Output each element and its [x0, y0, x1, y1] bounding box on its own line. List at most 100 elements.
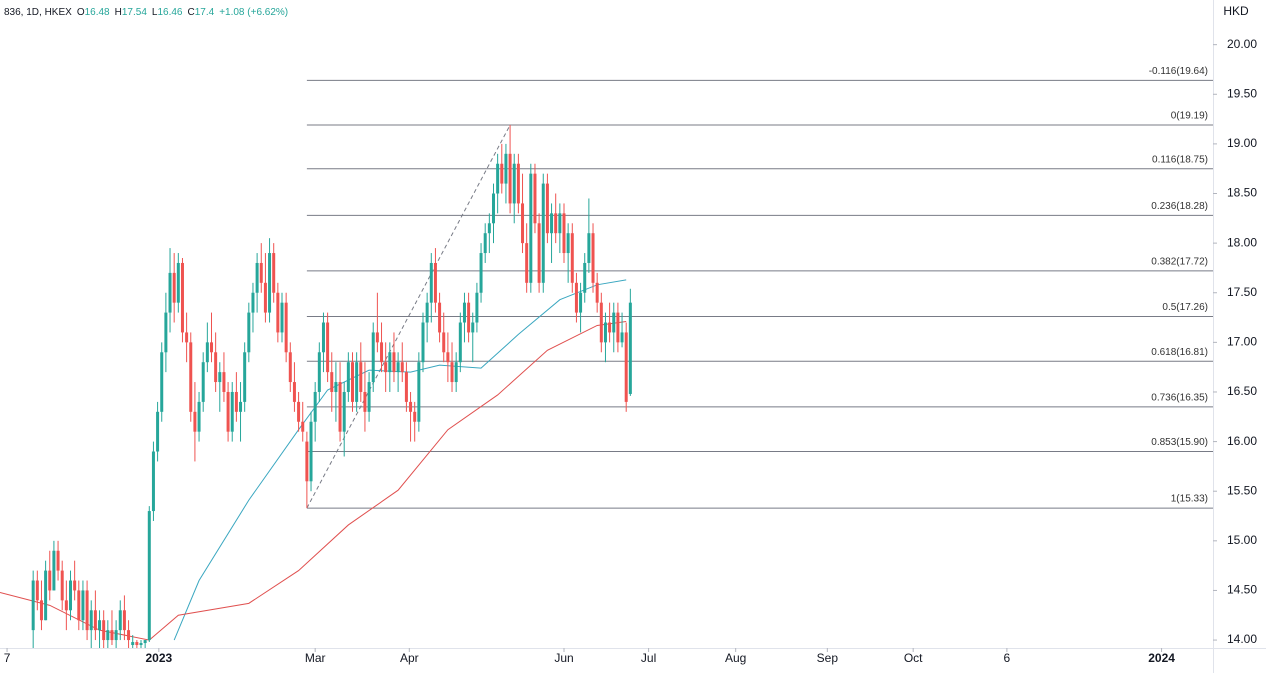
candle-body — [595, 282, 599, 303]
y-tick-label: 18.00 — [1227, 235, 1257, 249]
candle-body — [326, 322, 330, 373]
candle-body — [620, 332, 624, 343]
candle-body — [500, 163, 504, 184]
fib-label: 0(19.19) — [1171, 111, 1208, 122]
candle-body — [458, 322, 462, 363]
candle-body — [612, 312, 616, 333]
candle-body — [301, 421, 305, 432]
candle-body — [317, 352, 321, 392]
candle-body — [151, 451, 155, 512]
candle-body — [160, 352, 164, 412]
candle-body — [259, 262, 263, 283]
candle-body — [110, 630, 114, 641]
candle-body — [288, 352, 292, 383]
ohlc-label: O — [77, 7, 85, 18]
candle-body — [438, 302, 442, 333]
candle-body — [193, 411, 197, 432]
candle-body — [587, 233, 591, 263]
candle-body — [297, 401, 301, 422]
candle-body — [56, 550, 60, 571]
candle-body — [574, 282, 578, 313]
candle-body — [147, 511, 151, 641]
candle-body — [98, 620, 102, 631]
candle-body — [508, 153, 512, 204]
x-tick-label: Mar — [305, 651, 326, 665]
y-tick-label: 20.00 — [1227, 37, 1257, 51]
candle-body — [31, 580, 35, 631]
fib-label: -0.116(19.64) — [1149, 66, 1208, 77]
y-tick-label: 18.50 — [1227, 186, 1257, 200]
fib-label: 0.853(15.90) — [1151, 437, 1208, 448]
fib-label: 0.116(18.75) — [1152, 154, 1208, 165]
y-tick-label: 14.50 — [1227, 583, 1257, 597]
candle-body — [599, 302, 603, 343]
candle-body — [566, 233, 570, 254]
candle-body — [388, 352, 392, 373]
x-tick-label: Jul — [641, 651, 656, 665]
y-tick-label: 16.00 — [1227, 434, 1257, 448]
candle-body — [591, 233, 595, 283]
candle-body — [479, 253, 483, 293]
candle-body — [425, 302, 429, 323]
candle-body — [272, 253, 276, 293]
candle-body — [400, 362, 404, 373]
candle-body — [413, 411, 417, 422]
candle-body — [496, 163, 500, 194]
candle-body — [338, 382, 342, 432]
y-tick-label: 17.50 — [1227, 285, 1257, 299]
candle-body — [172, 272, 176, 303]
candle-body — [342, 391, 346, 432]
candle-body — [545, 183, 549, 234]
candle-body — [330, 372, 334, 392]
symbol: 836, 1D, HKEX — [4, 7, 72, 18]
ohlc-label: H — [115, 7, 122, 18]
plot-area — [0, 79, 1213, 648]
candle-body — [433, 262, 437, 303]
candle-body — [197, 401, 201, 432]
candle-body — [81, 590, 85, 621]
candle-body — [579, 292, 583, 313]
candle-body — [234, 391, 238, 412]
candle-body — [39, 600, 43, 621]
candle-body — [521, 203, 525, 244]
y-tick-label: 16.50 — [1227, 384, 1257, 398]
candle-body — [583, 262, 587, 293]
candle-body — [268, 253, 272, 313]
candle-body — [603, 322, 607, 343]
candle-body — [554, 213, 558, 234]
candle-body — [280, 302, 284, 333]
candle-body — [616, 312, 620, 343]
candle-body — [624, 332, 628, 402]
candle-body — [218, 372, 222, 383]
candle-body — [127, 630, 131, 641]
moving-average — [173, 279, 627, 641]
candle-body — [355, 362, 359, 402]
candle-body — [313, 391, 317, 422]
candle-body — [176, 262, 180, 303]
candle-body — [230, 391, 234, 432]
header: 836, 1D, HKEX O16.48 H17.54 L16.46 C17.4 +1.0… — [4, 7, 288, 18]
candle-body — [409, 401, 413, 412]
ohlc-value: 16.46 — [157, 7, 182, 18]
candle-body — [375, 332, 379, 343]
candle-body — [446, 352, 450, 363]
candle-body — [533, 173, 537, 224]
ohlc-label: L — [152, 7, 158, 18]
candle-body — [475, 292, 479, 323]
candle-body — [429, 262, 433, 303]
candle-body — [628, 302, 632, 394]
candle-body — [558, 213, 562, 234]
fib-label: 0.5(17.26) — [1162, 302, 1208, 313]
candle-body — [77, 590, 81, 621]
candle-body — [483, 233, 487, 254]
candle-body — [504, 153, 508, 184]
candle-body — [185, 332, 189, 343]
candle-body — [550, 213, 554, 234]
x-tick-label: 7 — [4, 651, 11, 665]
candle-body — [222, 372, 226, 392]
candle-body — [350, 362, 354, 402]
y-tick-label: 15.00 — [1227, 533, 1257, 547]
candle-body — [487, 223, 491, 234]
